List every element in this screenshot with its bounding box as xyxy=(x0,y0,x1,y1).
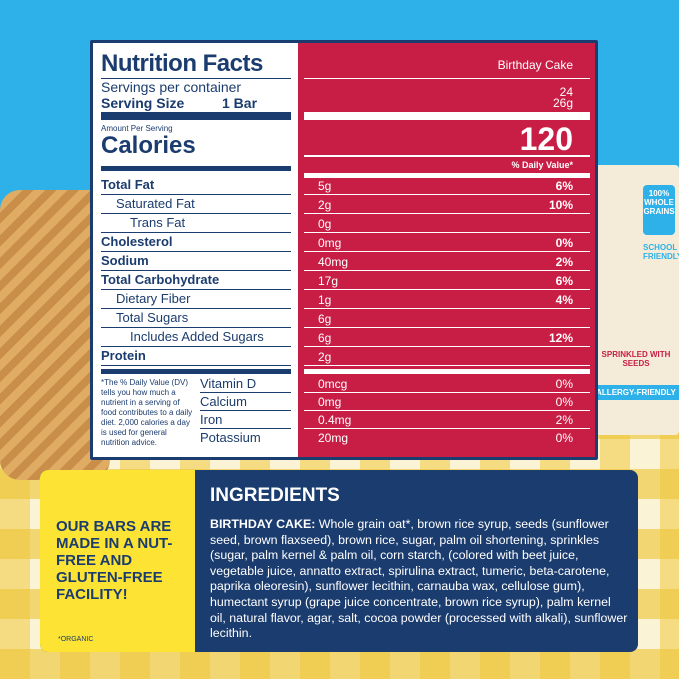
nutrient-name: Total Carbohydrate xyxy=(101,272,220,287)
ingredients-title: INGREDIENTS xyxy=(210,485,340,506)
rule xyxy=(304,194,590,195)
rule xyxy=(304,289,590,290)
vitamin-dv: 0% xyxy=(555,431,573,445)
nutrient-dv: 6% xyxy=(555,179,573,193)
vitamin-amount: 0.4mg xyxy=(318,413,352,427)
dv-header: % Daily Value* xyxy=(511,160,573,170)
nutrient-name: Trans Fat xyxy=(130,215,186,230)
nutrient-amount: 2g xyxy=(318,198,332,212)
vitamin-dv: 2% xyxy=(555,413,573,427)
nutrient-dv: 4% xyxy=(555,293,573,307)
calories-label: Calories xyxy=(101,132,196,159)
rule xyxy=(200,410,291,411)
vitamin-amount: 0mg xyxy=(318,395,342,409)
rule xyxy=(101,327,291,328)
rule xyxy=(304,369,590,374)
rule xyxy=(304,251,590,252)
servings-label: Servings per container xyxy=(101,79,242,95)
nutrient-amount: 0g xyxy=(318,217,332,231)
rule xyxy=(304,327,590,328)
nutrient-name: Includes Added Sugars xyxy=(130,329,264,344)
nutrient-dv: 2% xyxy=(555,255,573,269)
vitamin-dv: 0% xyxy=(555,377,573,391)
callout: OUR BARS ARE MADE IN A NUT-FREE AND GLUT… xyxy=(56,518,173,603)
serving-size-label: Serving Size xyxy=(101,95,185,111)
rule xyxy=(101,289,291,290)
nutrient-amount: 2g xyxy=(318,350,332,364)
rule xyxy=(101,194,291,195)
rule xyxy=(304,232,590,233)
nutrient-name: Total Fat xyxy=(101,177,155,192)
rule xyxy=(304,410,590,411)
rule xyxy=(101,270,291,271)
rule xyxy=(200,392,291,393)
vitamin-name: Vitamin D xyxy=(200,376,257,391)
vitamin-amount: 0mcg xyxy=(318,377,348,391)
callout-panel xyxy=(40,470,195,652)
nutrient-amount: 6g xyxy=(318,312,332,326)
rule xyxy=(304,392,590,393)
rule xyxy=(304,346,590,347)
nutrient-name: Cholesterol xyxy=(101,234,173,249)
rule xyxy=(200,428,291,429)
amount-per-serving: Amount Per Serving xyxy=(101,124,173,133)
nutrient-name: Total Sugars xyxy=(116,310,189,325)
servings: 24 xyxy=(559,85,573,99)
serving-weight: 26g xyxy=(552,96,573,110)
rule xyxy=(101,369,291,374)
organic-note: *ORGANIC xyxy=(58,636,94,643)
rule xyxy=(101,346,291,347)
vitamin-amount: 20mg xyxy=(318,431,349,445)
ingredients-product: BIRTHDAY CAKE: xyxy=(210,517,316,531)
calories: 120 xyxy=(519,121,573,157)
vitamin-name: Calcium xyxy=(200,394,247,409)
nutrient-name: Dietary Fiber xyxy=(116,291,191,306)
box-badge: 100% WHOLE GRAINS xyxy=(643,185,675,235)
rule xyxy=(101,213,291,214)
rule xyxy=(101,251,291,252)
box-text: SCHOOL FRIENDLY xyxy=(643,243,679,261)
footnote: *The % Daily Value (DV) tells you how mu… xyxy=(101,378,193,447)
nutrient-dv: 12% xyxy=(548,331,573,345)
nutrient-amount: 17g xyxy=(318,274,339,288)
rule xyxy=(101,308,291,309)
nutrient-amount: 6g xyxy=(318,331,332,345)
vitamin-dv: 0% xyxy=(555,395,573,409)
rule xyxy=(304,213,590,214)
label-title: Nutrition Facts xyxy=(101,50,263,77)
ingredients-text: BIRTHDAY CAKE: Whole grain oat*, brown r… xyxy=(210,517,630,642)
vitamin-name: Potassium xyxy=(200,430,261,445)
label-right xyxy=(298,43,595,457)
rule xyxy=(304,270,590,271)
nutrient-name: Sodium xyxy=(101,253,149,268)
rule xyxy=(101,365,291,366)
box-text: SPRINKLED WITH SEEDS xyxy=(601,350,671,368)
nutrient-name: Saturated Fat xyxy=(116,196,195,211)
nutrient-amount: 5g xyxy=(318,179,332,193)
nutrient-amount: 1g xyxy=(318,293,332,307)
nutrient-name: Protein xyxy=(101,348,146,363)
rule xyxy=(304,428,590,429)
rule xyxy=(304,308,590,309)
rule xyxy=(101,232,291,233)
nutrient-amount: 0mg xyxy=(318,236,342,250)
ingredients-list: Whole grain oat*, brown rice syrup, seed… xyxy=(210,517,628,641)
box-text: ALLERGY-FRIENDLY xyxy=(593,385,679,400)
rule xyxy=(304,365,590,366)
serving-size-value: 1 Bar xyxy=(222,95,258,111)
nutrient-amount: 40mg xyxy=(318,255,349,269)
vitamin-name: Iron xyxy=(200,412,223,427)
nutrient-dv: 10% xyxy=(548,198,573,212)
nutrient-dv: 0% xyxy=(555,236,573,250)
nutrient-dv: 6% xyxy=(555,274,573,288)
product-name: Birthday Cake xyxy=(497,58,573,72)
product-box: 100% WHOLE GRAINS SPRINKLED WITH SEEDS A… xyxy=(585,165,679,435)
